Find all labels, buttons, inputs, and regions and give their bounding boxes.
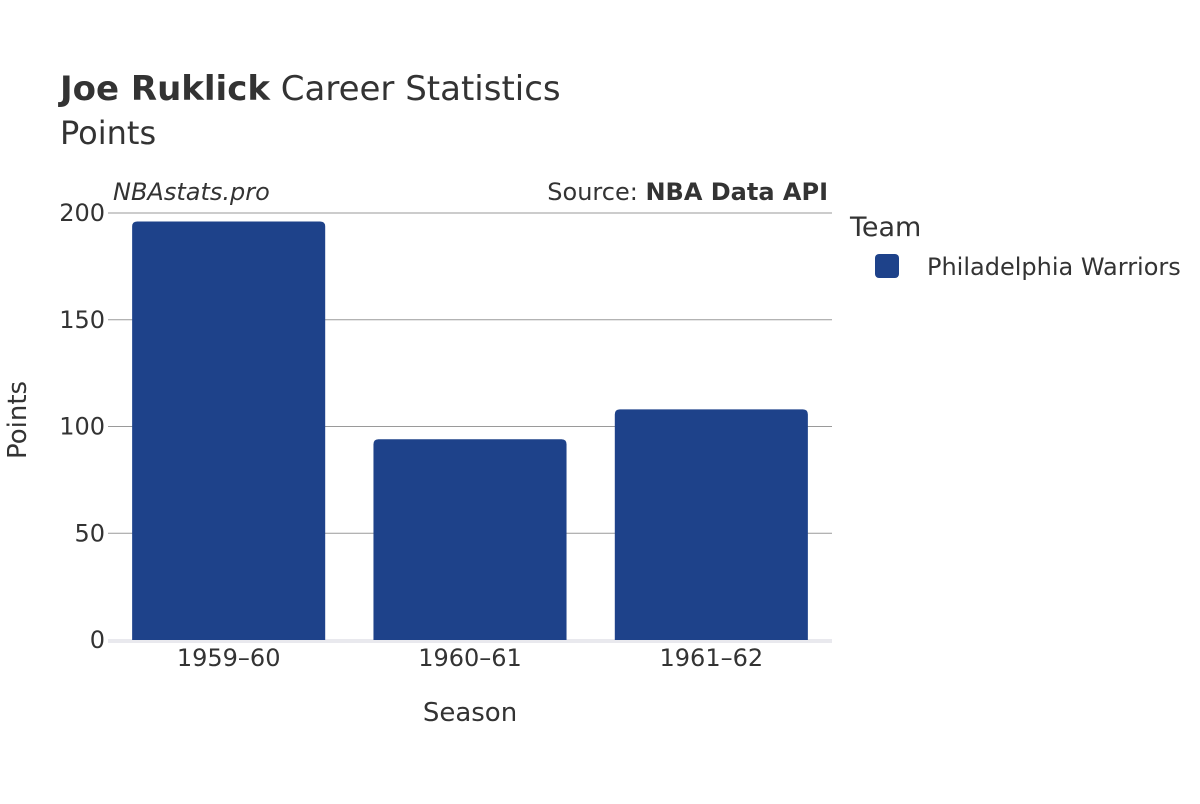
title-suffix: Career Statistics (270, 69, 561, 109)
player-name: Joe Ruklick (58, 69, 271, 109)
y-tick-label: 50 (74, 519, 105, 547)
y-tick-label: 0 (90, 626, 105, 654)
x-tick-label: 1959–60 (177, 644, 281, 672)
legend-swatch[interactable] (875, 254, 899, 278)
legend-title: Team (849, 212, 921, 243)
bar-1959–60[interactable] (132, 221, 326, 641)
source-label: Source: NBA Data API (547, 178, 828, 206)
bar-1960–61[interactable] (373, 439, 567, 640)
source-name: NBA Data API (645, 178, 828, 206)
chart-title: Joe Ruklick Career Statistics (58, 69, 561, 109)
legend-item-label[interactable]: Philadelphia Warriors (927, 253, 1181, 281)
watermark: NBAstats.pro (113, 178, 270, 206)
chart-subtitle: Points (60, 114, 156, 152)
bar-1961–62[interactable] (614, 409, 808, 640)
y-axis-title: Points (3, 381, 33, 459)
y-tick-labels: 0 50 100 150 200 (59, 199, 105, 654)
x-tick-label: 1960–61 (418, 644, 522, 672)
x-tick-label: 1961–62 (660, 644, 764, 672)
x-tick-labels: 1959–60 1960–61 1961–62 (177, 644, 763, 672)
x-axis-title: Season (423, 698, 517, 728)
y-tick-label: 150 (59, 306, 105, 334)
y-tick-label: 200 (59, 199, 105, 227)
y-tick-label: 100 (59, 413, 105, 441)
legend: Team Philadelphia Warriors (849, 212, 1181, 281)
source-prefix: Source: (547, 178, 645, 206)
bars (132, 221, 808, 641)
